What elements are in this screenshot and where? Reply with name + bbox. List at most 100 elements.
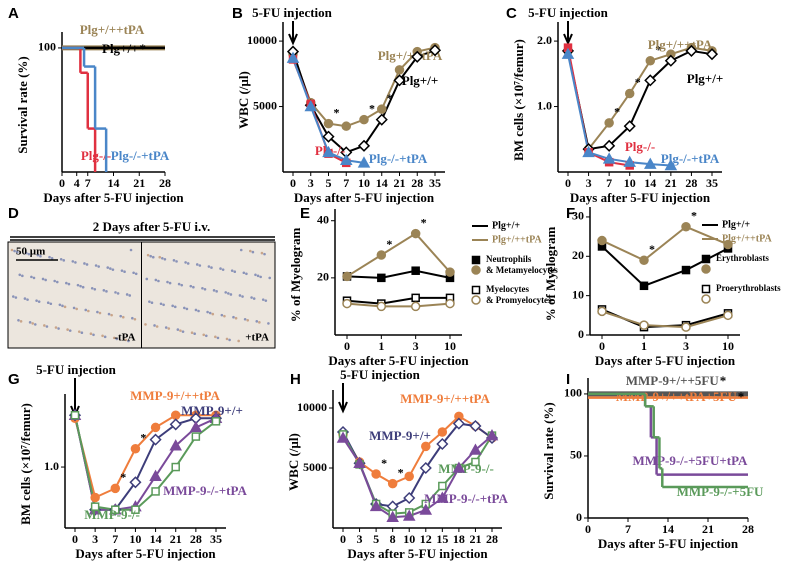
marker bbox=[452, 461, 466, 473]
image-label: -tPA bbox=[114, 332, 135, 344]
y-tick-label: 30 bbox=[572, 209, 584, 223]
series-line bbox=[346, 296, 450, 305]
marker bbox=[323, 118, 334, 129]
cell bbox=[102, 289, 106, 292]
cell bbox=[94, 264, 98, 267]
cell bbox=[197, 309, 200, 313]
series-label: Plg-/-+tPA bbox=[111, 148, 170, 163]
series-line bbox=[601, 225, 729, 262]
marker bbox=[377, 273, 386, 283]
cell bbox=[124, 338, 128, 342]
y-tick-label: 2.0 bbox=[537, 33, 552, 47]
x-tick-label: 28 bbox=[411, 176, 423, 190]
panel-letter: B bbox=[232, 5, 243, 22]
cell bbox=[15, 250, 19, 254]
series-name: MMP-9-/-+5FU+tPA bbox=[633, 453, 749, 468]
marker bbox=[353, 456, 366, 468]
panel-letter: I bbox=[566, 371, 570, 388]
marker bbox=[377, 104, 387, 114]
cell bbox=[171, 304, 174, 308]
cell bbox=[107, 312, 111, 316]
y-axis-label: Survival rate (%) bbox=[541, 402, 556, 499]
cell bbox=[268, 276, 272, 280]
cell bbox=[85, 263, 89, 266]
cell bbox=[74, 261, 77, 264]
y-tick-label: 20 bbox=[572, 248, 584, 262]
marker bbox=[471, 285, 481, 295]
cell bbox=[131, 316, 134, 320]
significance: * bbox=[386, 237, 392, 251]
x-tick-label: 0 bbox=[585, 522, 591, 536]
significance: * bbox=[387, 91, 393, 105]
cell bbox=[115, 337, 119, 341]
marker bbox=[150, 422, 161, 433]
cell bbox=[59, 258, 63, 261]
y-axis-label: WBC (/µl) bbox=[236, 71, 251, 129]
cell bbox=[93, 287, 97, 291]
marker bbox=[387, 478, 398, 489]
cell bbox=[121, 315, 125, 319]
series-label: MMP-9+/++5FU* bbox=[626, 373, 726, 388]
series-line bbox=[346, 269, 451, 279]
cell bbox=[67, 282, 71, 286]
cell bbox=[129, 248, 133, 252]
marker bbox=[705, 48, 719, 61]
x-tick-label: 21 bbox=[702, 522, 714, 536]
cell bbox=[18, 273, 22, 277]
cell bbox=[77, 330, 81, 333]
x-tick-label: 10 bbox=[129, 532, 141, 546]
x-tick-label: 3 bbox=[683, 339, 689, 353]
x-tick-label: 10 bbox=[722, 339, 734, 353]
significance: * bbox=[655, 42, 661, 56]
cell bbox=[173, 305, 177, 309]
marker bbox=[149, 469, 162, 481]
cell bbox=[44, 278, 47, 282]
cell bbox=[216, 336, 220, 340]
cell bbox=[24, 251, 28, 255]
cell bbox=[164, 326, 168, 329]
legend-label: Neutrophils bbox=[486, 254, 532, 264]
cell bbox=[35, 299, 38, 302]
cell bbox=[252, 297, 256, 300]
marker bbox=[336, 431, 350, 443]
cell bbox=[172, 259, 176, 262]
x-tick-label: 14 bbox=[662, 522, 674, 536]
cell bbox=[153, 324, 156, 327]
cell bbox=[39, 254, 42, 258]
marker bbox=[561, 47, 575, 59]
x-tick-label: 5 bbox=[326, 176, 332, 190]
series-label: Plg+/+ bbox=[687, 71, 723, 86]
cell bbox=[230, 269, 234, 272]
marker bbox=[304, 100, 318, 112]
cell bbox=[53, 279, 56, 283]
x-tick-label: 10 bbox=[403, 532, 415, 546]
cell bbox=[223, 314, 226, 318]
series-label: Plg+/++tPA bbox=[378, 48, 443, 63]
marker bbox=[437, 427, 448, 437]
marker bbox=[723, 239, 733, 250]
cell bbox=[161, 256, 164, 260]
cell bbox=[50, 256, 54, 260]
significance: * bbox=[738, 389, 745, 404]
cell bbox=[54, 326, 58, 329]
x-tick-label: 18 bbox=[453, 532, 465, 546]
marker bbox=[341, 121, 351, 131]
series-line bbox=[346, 302, 451, 308]
cell bbox=[105, 290, 108, 293]
x-tick-label: 14 bbox=[150, 532, 162, 546]
cell bbox=[28, 321, 32, 324]
cell bbox=[41, 277, 45, 281]
marker bbox=[645, 55, 656, 66]
marker bbox=[445, 267, 455, 277]
x-tick-label: 5 bbox=[373, 532, 379, 546]
cell bbox=[201, 286, 204, 290]
cell bbox=[210, 266, 213, 269]
cell bbox=[120, 269, 124, 272]
marker bbox=[603, 139, 616, 152]
cell bbox=[75, 307, 78, 311]
cell bbox=[80, 331, 84, 334]
cell bbox=[84, 308, 88, 312]
series-name: Plg+/+ bbox=[102, 41, 138, 56]
x-tick-label: 1 bbox=[641, 339, 647, 353]
marker bbox=[359, 114, 369, 125]
